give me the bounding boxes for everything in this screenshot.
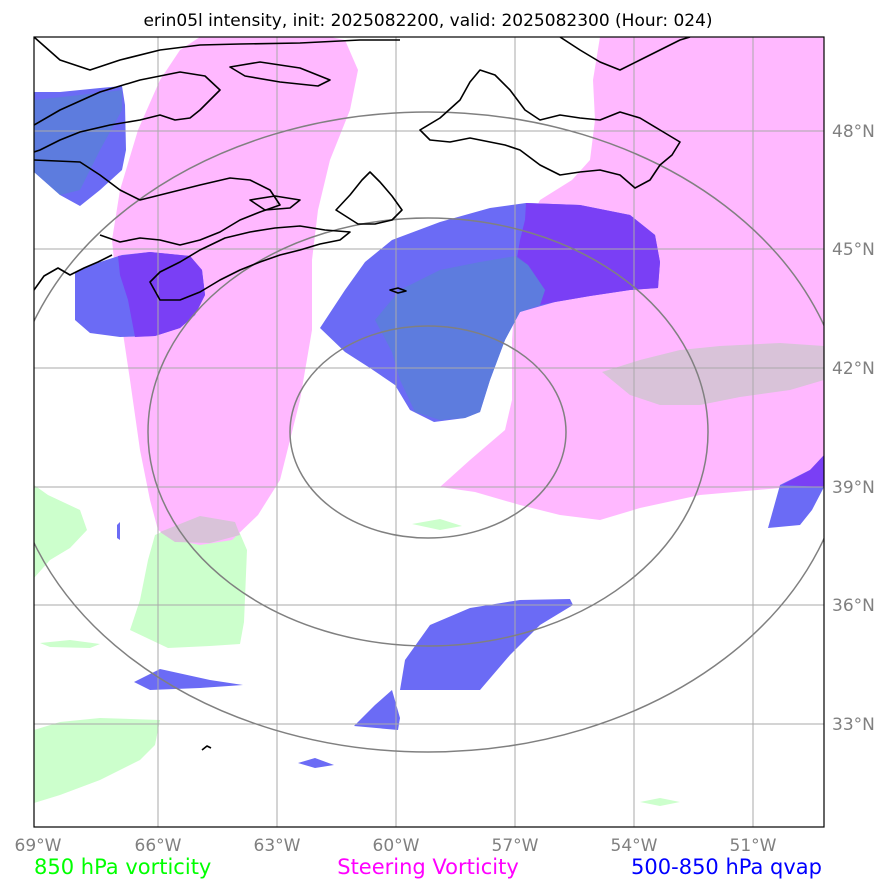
coastline-labrador xyxy=(559,37,691,71)
vorticity-850-area xyxy=(130,516,247,648)
coastline-anticosti xyxy=(229,61,331,87)
longitude-tick-label: 69°W xyxy=(15,836,62,856)
vorticity-850-area xyxy=(34,485,87,578)
coastline-gaspe-nb xyxy=(34,159,281,246)
qvap-overlap-area xyxy=(375,256,545,420)
longitude-tick-label: 63°W xyxy=(254,836,301,856)
vorticity-overlap-area xyxy=(602,343,824,405)
qvap-dense-area xyxy=(782,455,824,487)
legend-label-steering-vorticity: Steering Vorticity xyxy=(337,855,519,879)
latitude-tick-label: 42°N xyxy=(832,359,875,379)
longitude-tick-labels: 69°W 66°W 63°W 60°W 57°W 54°W 51°W xyxy=(15,836,777,856)
range-ring-inner xyxy=(289,325,567,539)
coastlines xyxy=(34,37,691,751)
legend-label-qvap: 500-850 hPa qvap xyxy=(631,855,822,879)
range-rings xyxy=(34,111,824,753)
latitude-tick-label: 39°N xyxy=(832,478,875,498)
coastline-newfoundland xyxy=(419,69,681,189)
qvap-area xyxy=(354,690,400,730)
steering-vorticity-area xyxy=(810,230,824,285)
latitude-tick-label: 33°N xyxy=(832,715,875,735)
vorticity-850-area xyxy=(640,798,680,806)
qvap-overlap-layer xyxy=(34,90,545,420)
qvap-area xyxy=(400,599,573,690)
longitude-tick-label: 60°W xyxy=(373,836,420,856)
vorticity-850-area xyxy=(40,640,100,648)
longitude-tick-label: 51°W xyxy=(730,836,777,856)
qvap-area xyxy=(134,669,243,690)
coastline-maine xyxy=(34,254,113,291)
coastline-nova-scotia xyxy=(149,225,351,301)
steering-vorticity-area xyxy=(112,37,358,545)
vorticity-850-area xyxy=(412,519,462,530)
qvap-area xyxy=(298,758,334,768)
longitude-tick-label: 57°W xyxy=(492,836,539,856)
qvap-dense-area xyxy=(118,252,205,337)
map-frame xyxy=(33,36,825,828)
map-title: erin05l intensity, init: 2025082200, val… xyxy=(143,11,712,31)
latitude-tick-labels: 48°N 45°N 42°N 39°N 36°N 33°N xyxy=(832,122,875,735)
range-ring-middle xyxy=(147,217,709,647)
legend-label-850-vorticity: 850 hPa vorticity xyxy=(34,855,211,879)
vorticity-overlap-layer xyxy=(160,343,824,543)
range-ring-outer xyxy=(34,111,824,753)
latitude-tick-label: 45°N xyxy=(832,240,875,260)
qvap-overlap-area xyxy=(34,90,122,195)
coastline-quebec xyxy=(34,71,221,153)
longitude-tick-label: 54°W xyxy=(611,836,658,856)
vorticity-850-layer xyxy=(34,485,680,806)
vorticity-overlap-area xyxy=(160,516,240,543)
gridlines xyxy=(34,37,824,827)
longitude-tick-label: 66°W xyxy=(135,836,182,856)
coastline-sable-island xyxy=(389,287,407,294)
vorticity-850-area xyxy=(34,718,160,803)
latitude-tick-label: 36°N xyxy=(832,596,875,616)
qvap-area xyxy=(117,522,120,540)
coastline-pei xyxy=(249,195,301,211)
coastline-cape-breton xyxy=(335,171,403,225)
coastline-north-shore xyxy=(34,37,400,71)
latitude-tick-label: 48°N xyxy=(832,122,875,142)
coastline-bermuda xyxy=(201,745,212,751)
legend: 850 hPa vorticity Steering Vorticity 500… xyxy=(34,855,822,879)
